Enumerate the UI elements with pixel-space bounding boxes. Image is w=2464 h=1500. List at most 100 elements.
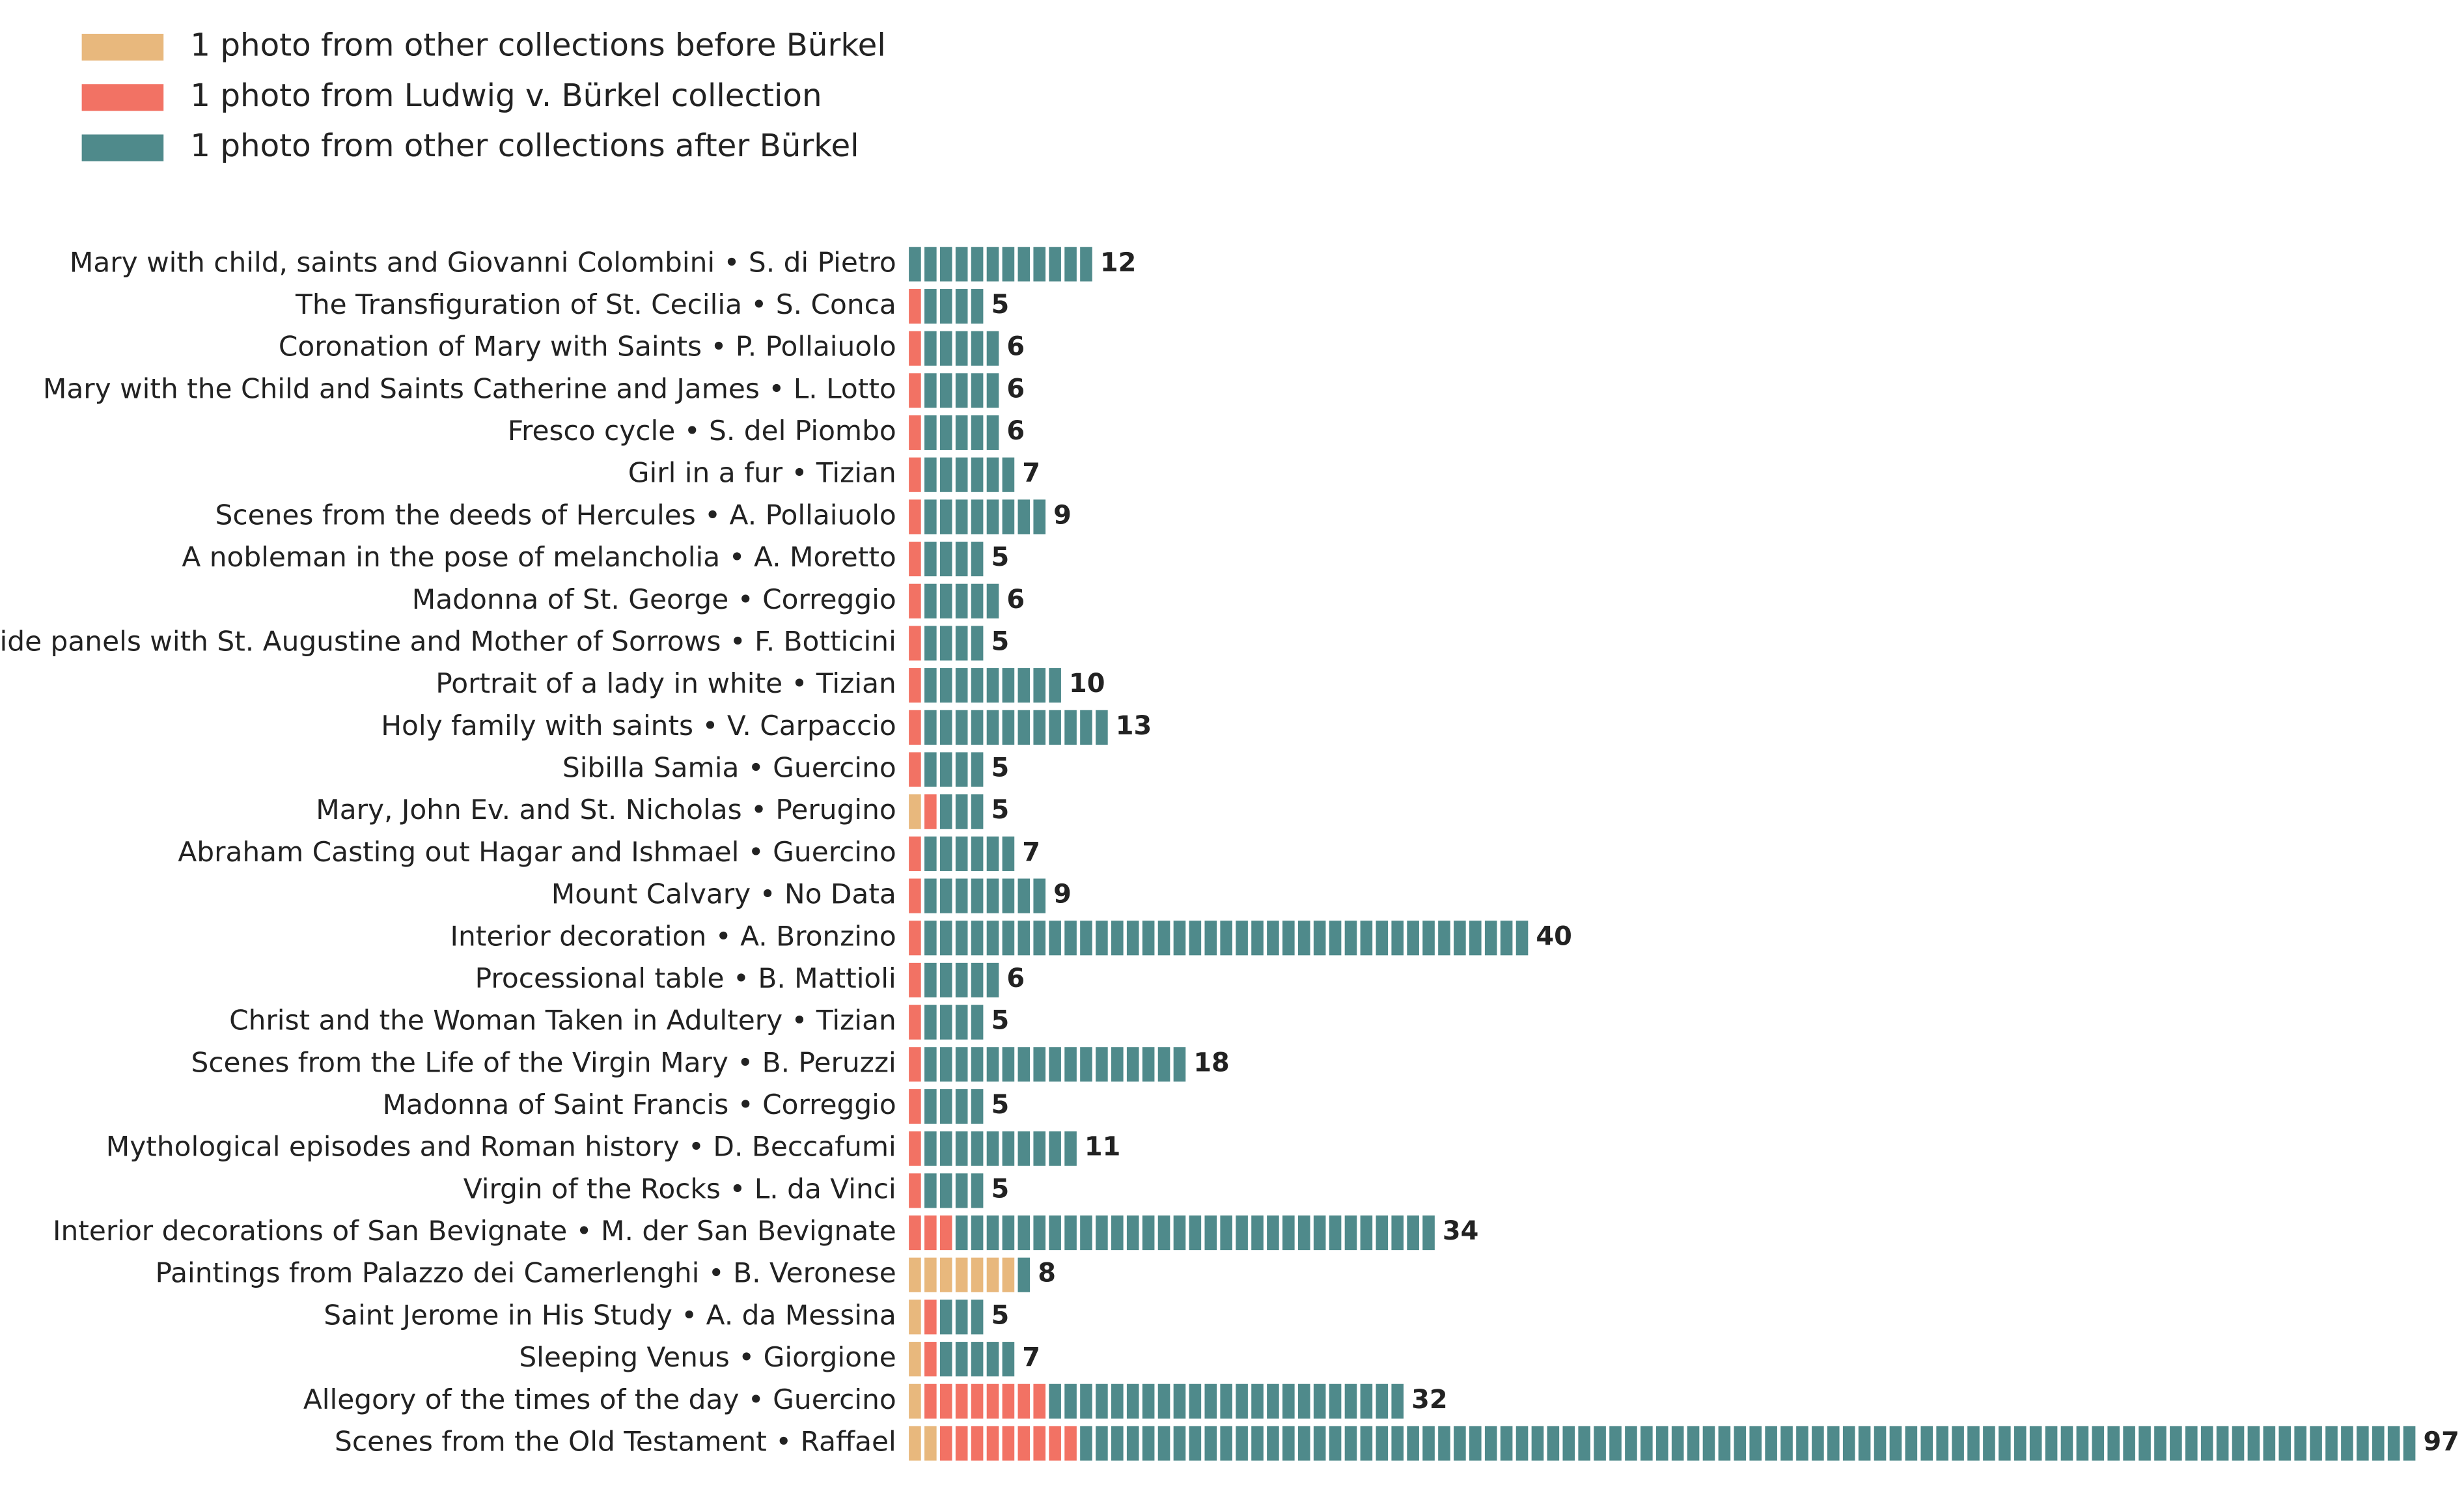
bar-unit-after xyxy=(924,542,937,577)
bar-unit-before xyxy=(924,1426,937,1461)
bar-unit-after xyxy=(1500,921,1513,956)
legend-swatch-before xyxy=(81,33,164,61)
bar-unit-after xyxy=(1329,1426,1342,1461)
bar-unit-after xyxy=(955,1047,968,1082)
bar-unit-burkel xyxy=(1002,1426,1015,1461)
bar-unit-after xyxy=(939,583,952,618)
bar-unit-after xyxy=(1049,1131,1061,1166)
chart-row: Processional table • B. Mattioli 6 xyxy=(475,962,1025,998)
data-label: 6 xyxy=(1006,332,1025,362)
bar-unit-after xyxy=(955,1173,968,1208)
bar-unit-after xyxy=(2341,1426,2353,1461)
bar-unit-after xyxy=(939,499,952,535)
row-label: Interior decoration • A. Bronzino xyxy=(450,920,896,952)
bar-unit-before xyxy=(909,794,921,829)
bar-unit-after xyxy=(1516,1426,1529,1461)
bar-unit-after xyxy=(1204,921,1217,956)
bar-unit-after xyxy=(2123,1426,2135,1461)
chart-row: The Transfiguration of St. Cecilia • S. … xyxy=(295,288,1009,324)
bar-unit-after xyxy=(924,752,937,787)
bar-unit-after xyxy=(1765,1426,1777,1461)
bar-unit-after xyxy=(1562,1426,1575,1461)
data-label: 10 xyxy=(1069,669,1105,699)
row-label: Paintings from Palazzo dei Camerlenghi •… xyxy=(156,1257,896,1289)
bar-unit-after xyxy=(1407,1426,1419,1461)
bar-unit-after xyxy=(1267,1215,1279,1251)
bar-unit-after xyxy=(924,288,937,324)
bar-unit-after xyxy=(1173,1215,1186,1251)
bar-unit-after xyxy=(955,457,968,492)
bar-unit-after xyxy=(1096,1215,1108,1251)
bar-unit-after xyxy=(939,878,952,913)
bar-unit-after xyxy=(1111,921,1124,956)
bar-unit-after xyxy=(955,1131,968,1166)
bar-unit-after xyxy=(1126,1383,1139,1419)
bar-unit-after xyxy=(1454,1426,1466,1461)
bar-unit-after xyxy=(971,373,984,408)
bar-unit-after xyxy=(2107,1426,2120,1461)
chart-row: Saint Jerome in His Study • A. da Messin… xyxy=(324,1299,1009,1335)
bar-unit-after xyxy=(1002,878,1015,913)
data-label: 34 xyxy=(1443,1216,1478,1246)
bar-unit-after xyxy=(1126,1215,1139,1251)
bar-unit-after xyxy=(1329,1383,1342,1419)
bar-unit-after xyxy=(1126,921,1139,956)
bar-unit-after xyxy=(939,962,952,998)
bar-unit-after xyxy=(1687,1426,1700,1461)
bar-unit-after xyxy=(1173,1383,1186,1419)
bar-unit-after xyxy=(1297,1383,1310,1419)
bar-unit-after xyxy=(1236,1215,1248,1251)
bar-unit-after xyxy=(971,836,984,871)
chart-row: Scenes from the Life of the Virgin Mary … xyxy=(191,1046,1230,1082)
bar-unit-after xyxy=(1157,921,1170,956)
bar-unit-after xyxy=(1157,1047,1170,1082)
bar-unit-after xyxy=(1033,499,1046,535)
row-label: Virgin of the Rocks • L. da Vinci xyxy=(464,1173,896,1204)
bar-unit-after xyxy=(955,794,968,829)
bar-unit-after xyxy=(924,1089,937,1124)
bar-unit-after xyxy=(986,583,999,618)
row-label: Scenes from the Life of the Virgin Mary … xyxy=(191,1046,896,1078)
bar-unit-after xyxy=(1049,1383,1061,1419)
bar-unit-after xyxy=(1282,1215,1295,1251)
bar-unit-after xyxy=(971,1173,984,1208)
bar-unit-after xyxy=(986,499,999,535)
bar-unit-after xyxy=(1017,878,1031,913)
bar-unit-after xyxy=(1267,1383,1279,1419)
bar-unit-after xyxy=(1204,1383,1217,1419)
bar-unit-after xyxy=(1064,1131,1077,1166)
bar-unit-burkel xyxy=(909,542,921,577)
bar-unit-burkel xyxy=(909,1173,921,1208)
bar-unit-after xyxy=(1064,1383,1077,1419)
data-label: 13 xyxy=(1116,711,1152,741)
legend-swatch-burkel xyxy=(81,84,164,111)
bar-unit-after xyxy=(1454,921,1466,956)
data-label: 9 xyxy=(1053,500,1072,530)
bar-unit-after xyxy=(971,288,984,324)
bar-unit-burkel xyxy=(939,1383,952,1419)
bar-unit-after xyxy=(939,1173,952,1208)
bar-unit-after xyxy=(939,1047,952,1082)
bar-unit-after xyxy=(939,921,952,956)
bar-unit-burkel xyxy=(909,415,921,451)
chart-row: Mary with the Child and Saints Catherine… xyxy=(43,372,1025,408)
chart-row: Interior decorations of San Bevignate • … xyxy=(53,1215,1478,1251)
bar-unit-after xyxy=(1002,1131,1015,1166)
bar-unit-after xyxy=(1297,1215,1310,1251)
bar-unit-after xyxy=(2045,1426,2058,1461)
bar-unit-after xyxy=(1438,921,1450,956)
bar-unit-burkel xyxy=(909,878,921,913)
bar-unit-after xyxy=(955,415,968,451)
bar-unit-burkel xyxy=(971,1426,984,1461)
bar-unit-after xyxy=(1282,1426,1295,1461)
bar-unit-after xyxy=(1422,921,1435,956)
bar-unit-before xyxy=(955,1257,968,1292)
bar-unit-after xyxy=(955,1342,968,1377)
bar-unit-after xyxy=(1017,921,1031,956)
bar-unit-after xyxy=(924,415,937,451)
bar-unit-after xyxy=(939,1299,952,1335)
bar-unit-after xyxy=(986,668,999,703)
bar-unit-after xyxy=(1033,668,1046,703)
bar-unit-after xyxy=(939,457,952,492)
bar-unit-after xyxy=(1267,921,1279,956)
